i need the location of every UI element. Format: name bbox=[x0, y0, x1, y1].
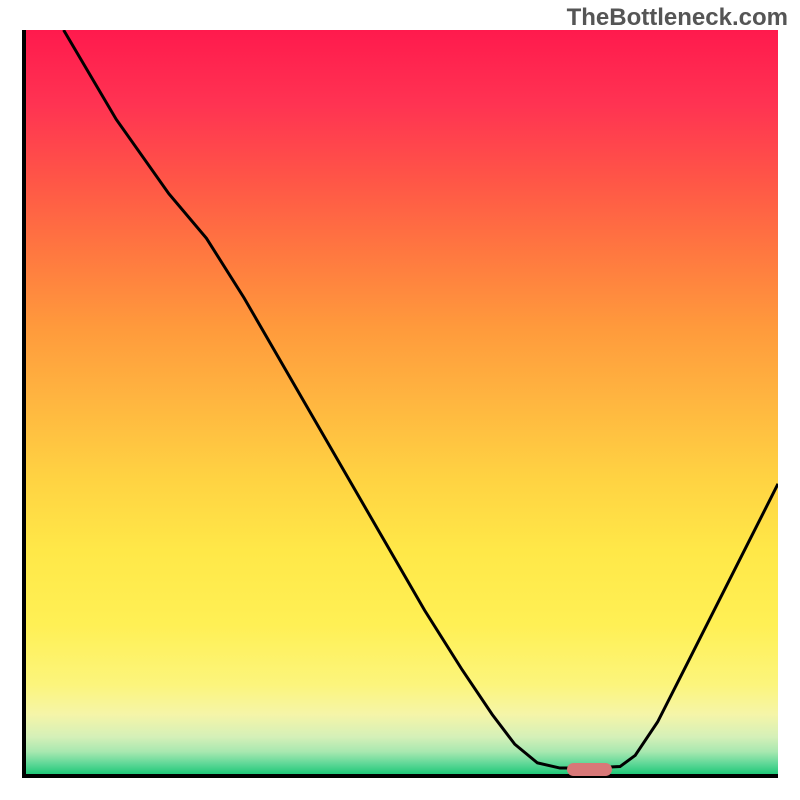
bottleneck-curve bbox=[26, 30, 778, 774]
plot-area bbox=[22, 30, 778, 778]
watermark-text: TheBottleneck.com bbox=[567, 4, 788, 32]
optimal-marker bbox=[567, 763, 612, 776]
